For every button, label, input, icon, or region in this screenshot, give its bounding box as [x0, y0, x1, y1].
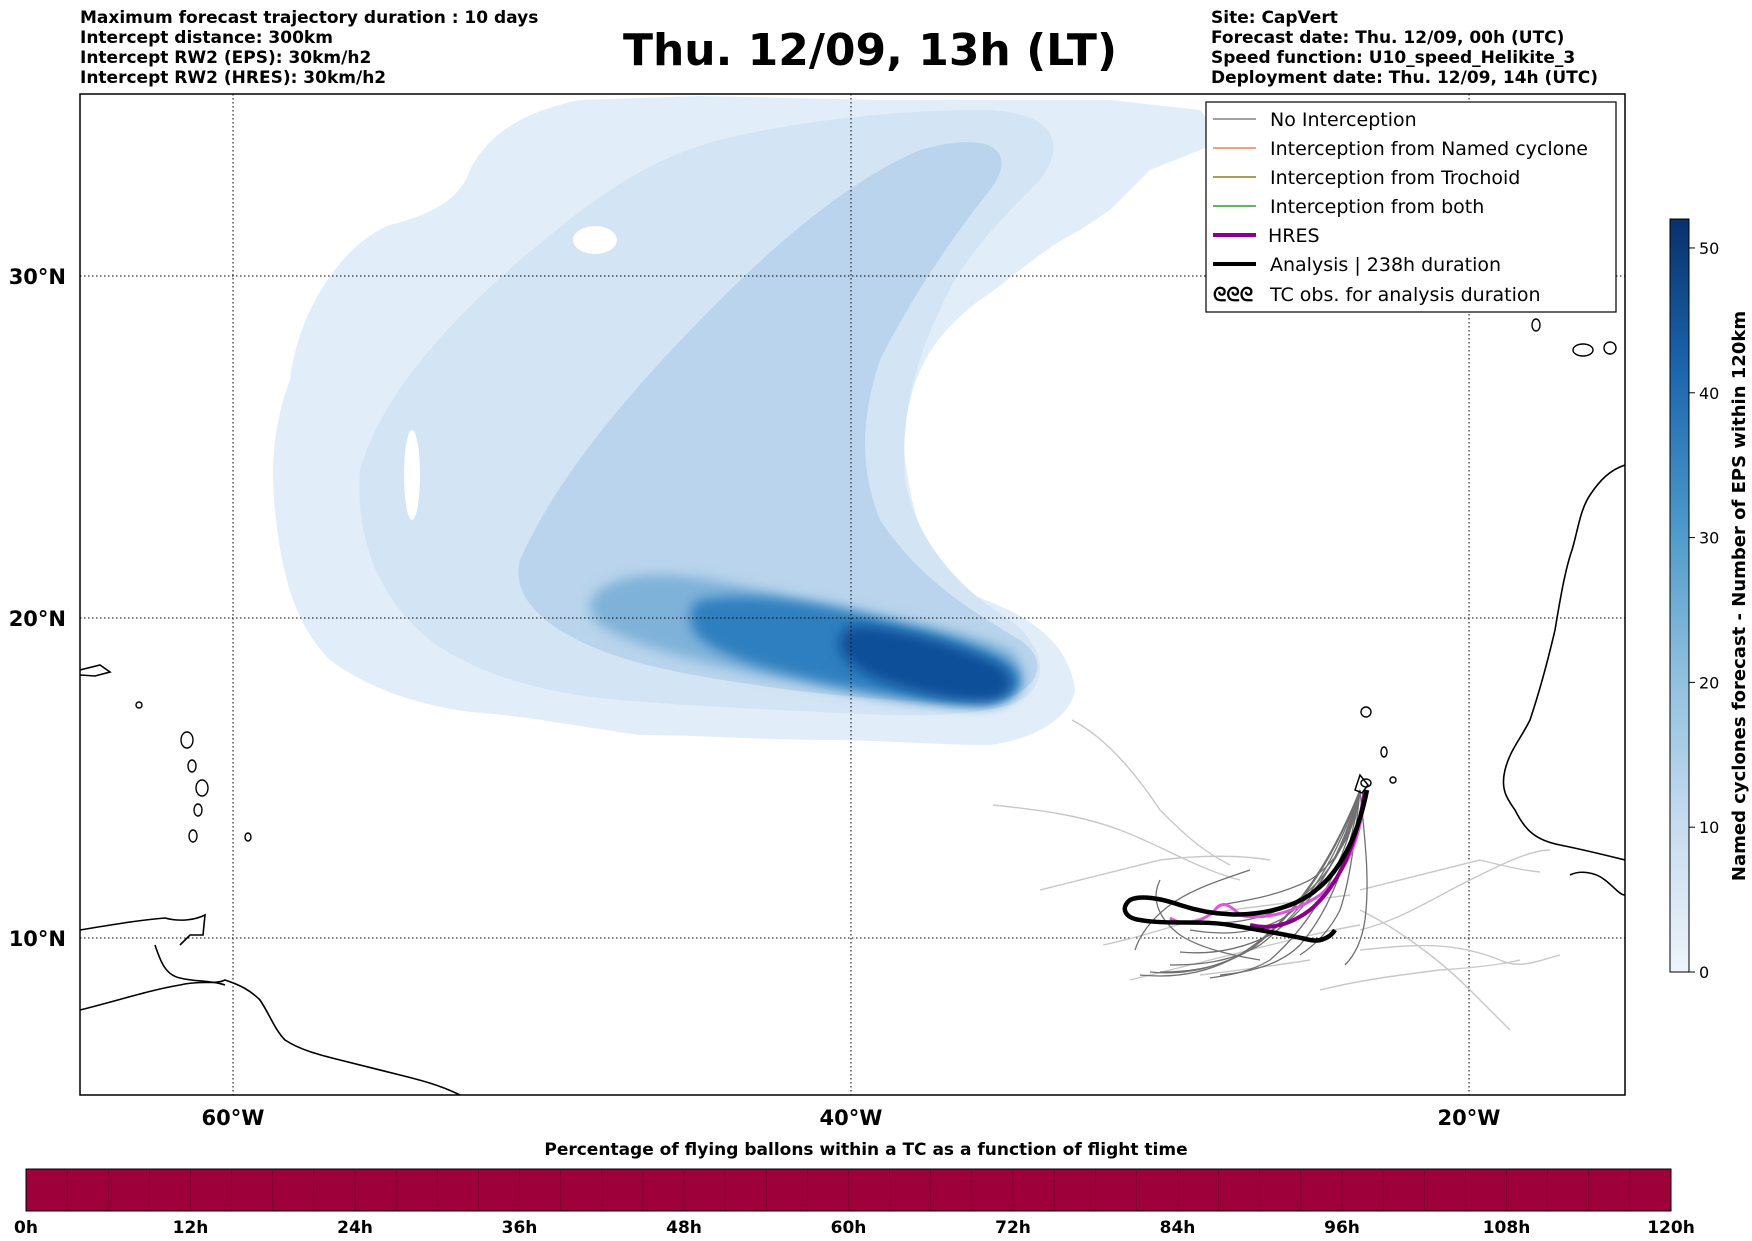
- legend-item-hres: HRES: [1268, 225, 1320, 247]
- trajectory-bundle: [992, 719, 1561, 1031]
- legend-item-trochoid: Interception from Trochoid: [1270, 167, 1520, 189]
- legend-item-no-interception: No Interception: [1270, 109, 1417, 131]
- flight-bar-tick-label: 96h: [1324, 1218, 1360, 1238]
- coast-south-america: [80, 979, 461, 1095]
- info-intercept-eps: Intercept RW2 (EPS): 30km/h2: [80, 48, 372, 68]
- lon-label-40w: 40°W: [820, 1106, 883, 1130]
- flight-bar-tick-label: 72h: [995, 1218, 1031, 1238]
- legend-item-named-cyclone: Interception from Named cyclone: [1270, 138, 1588, 160]
- trajectory: [1359, 909, 1511, 1031]
- island: [180, 731, 194, 749]
- trajectory: [1359, 849, 1551, 931]
- colorbar-tick-label: 0: [1699, 963, 1709, 982]
- flight-bar-tick-label: 108h: [1483, 1218, 1531, 1238]
- colorbar-tick-label: 10: [1699, 818, 1719, 837]
- density-level-3: [518, 142, 1038, 702]
- coastlines: [80, 464, 1625, 1095]
- lon-label-20w: 20°W: [1438, 1106, 1501, 1130]
- flight-bar-tick-label: 36h: [502, 1218, 538, 1238]
- info-max-duration: Maximum forecast trajectory duration : 1…: [80, 8, 539, 28]
- info-speed-function: Speed function: U10_speed_Helikite_3: [1211, 48, 1576, 68]
- colorbar-tick-label: 20: [1699, 673, 1719, 692]
- colorbar-tick-label: 30: [1699, 529, 1719, 548]
- island: [1603, 341, 1617, 355]
- island: [1380, 746, 1388, 758]
- trajectory: [1169, 789, 1361, 966]
- analysis-trajectory: [1122, 789, 1370, 943]
- flight-bar-tick-label: 120h: [1647, 1218, 1695, 1238]
- island: [187, 759, 197, 773]
- colorbar-tick-label: 40: [1699, 384, 1719, 403]
- island: [135, 701, 143, 709]
- flight-bar-tick-label: 12h: [173, 1218, 209, 1238]
- trajectory: [1209, 789, 1361, 979]
- legend-box: [1205, 101, 1617, 313]
- flight-bar-tick-label: 60h: [831, 1218, 867, 1238]
- legend-item-analysis: Analysis | 238h duration: [1270, 254, 1501, 276]
- trajectory: [1319, 959, 1521, 991]
- legend: No Interception Interception from Named …: [1205, 101, 1617, 313]
- map-frame: [79, 93, 1626, 1096]
- trajectory: [992, 804, 1241, 881]
- left-info-block: Maximum forecast trajectory duration : 1…: [80, 8, 538, 88]
- trajectory: [1039, 855, 1271, 891]
- island: [1572, 343, 1594, 357]
- lat-label-10n: 10°N: [9, 927, 66, 951]
- density-gap: [573, 226, 617, 254]
- page-title: Thu. 12/09, 13h (LT): [622, 25, 1118, 76]
- trajectory: [1071, 719, 1231, 866]
- density-gap: [404, 430, 420, 520]
- legend-item-tc-obs: TC obs. for analysis duration: [1269, 284, 1541, 306]
- lon-label-60w: 60°W: [202, 1106, 265, 1130]
- flight-bar-tick-label: 24h: [337, 1218, 373, 1238]
- trajectory: [1359, 944, 1561, 965]
- graticule: [80, 94, 1625, 1095]
- island: [1360, 706, 1372, 718]
- trajectory: [1359, 859, 1541, 891]
- info-site: Site: CapVert: [1211, 8, 1338, 28]
- info-deployment-date: Deployment date: Thu. 12/09, 14h (UTC): [1211, 68, 1598, 88]
- info-forecast-date: Forecast date: Thu. 12/09, 00h (UTC): [1211, 28, 1565, 48]
- density-level-6: [839, 625, 1012, 702]
- colorbar-ticks: 0 10 20 30 40 50: [1689, 239, 1719, 982]
- flight-bar-tick-label: 48h: [666, 1218, 702, 1238]
- colorbar-scale: [1669, 218, 1690, 973]
- info-intercept-distance: Intercept distance: 300km: [80, 28, 333, 48]
- island: [188, 829, 198, 843]
- colorbar-label: Named cyclones forecast - Number of EPS …: [1729, 311, 1750, 881]
- right-info-block: Site: CapVert Forecast date: Thu. 12/09,…: [1211, 8, 1598, 88]
- tc-obs-glyph: ᘓᘓᘓ: [1213, 284, 1253, 306]
- map-panel: 30°N 20°N 10°N 60°W 40°W 20°W No Interce…: [9, 93, 1626, 1130]
- island: [193, 803, 203, 817]
- colorbar-tick-label: 50: [1699, 239, 1719, 258]
- trajectory: [1134, 869, 1251, 951]
- coast-west-africa: [1502, 464, 1625, 861]
- coast-orinoco: [154, 944, 226, 986]
- info-intercept-hres: Intercept RW2 (HRES): 30km/h2: [80, 68, 387, 88]
- island-capvert: [1354, 773, 1369, 794]
- flight-bar-tick-label: 0h: [14, 1218, 38, 1238]
- island: [1531, 318, 1541, 332]
- cyclone-density-field: [273, 96, 1225, 745]
- flight-time-bar: Percentage of flying ballons within a TC…: [14, 1140, 1695, 1238]
- coast-guinea: [1569, 871, 1625, 896]
- trajectory: [1139, 789, 1361, 977]
- island: [244, 832, 252, 842]
- flight-bar-ticks: 0h 12h 24h 36h 48h 60h 72h 84h 96h 108h 120h: [14, 1169, 1695, 1238]
- colorbar: 0 10 20 30 40 50 Named cyclones forecast - Nu…: [1669, 218, 1750, 982]
- trajectory: [1344, 789, 1368, 966]
- legend-item-both: Interception from both: [1270, 196, 1484, 218]
- island: [1389, 776, 1397, 784]
- flight-bar-tick-label: 84h: [1160, 1218, 1196, 1238]
- island: [195, 779, 209, 797]
- coast-island: [80, 664, 112, 677]
- islands: [135, 318, 1617, 843]
- coast-venezuela: [80, 913, 206, 946]
- lat-label-20n: 20°N: [9, 607, 66, 631]
- flight-bar-title: Percentage of flying ballons within a TC…: [544, 1140, 1187, 1160]
- lat-label-30n: 30°N: [9, 265, 66, 289]
